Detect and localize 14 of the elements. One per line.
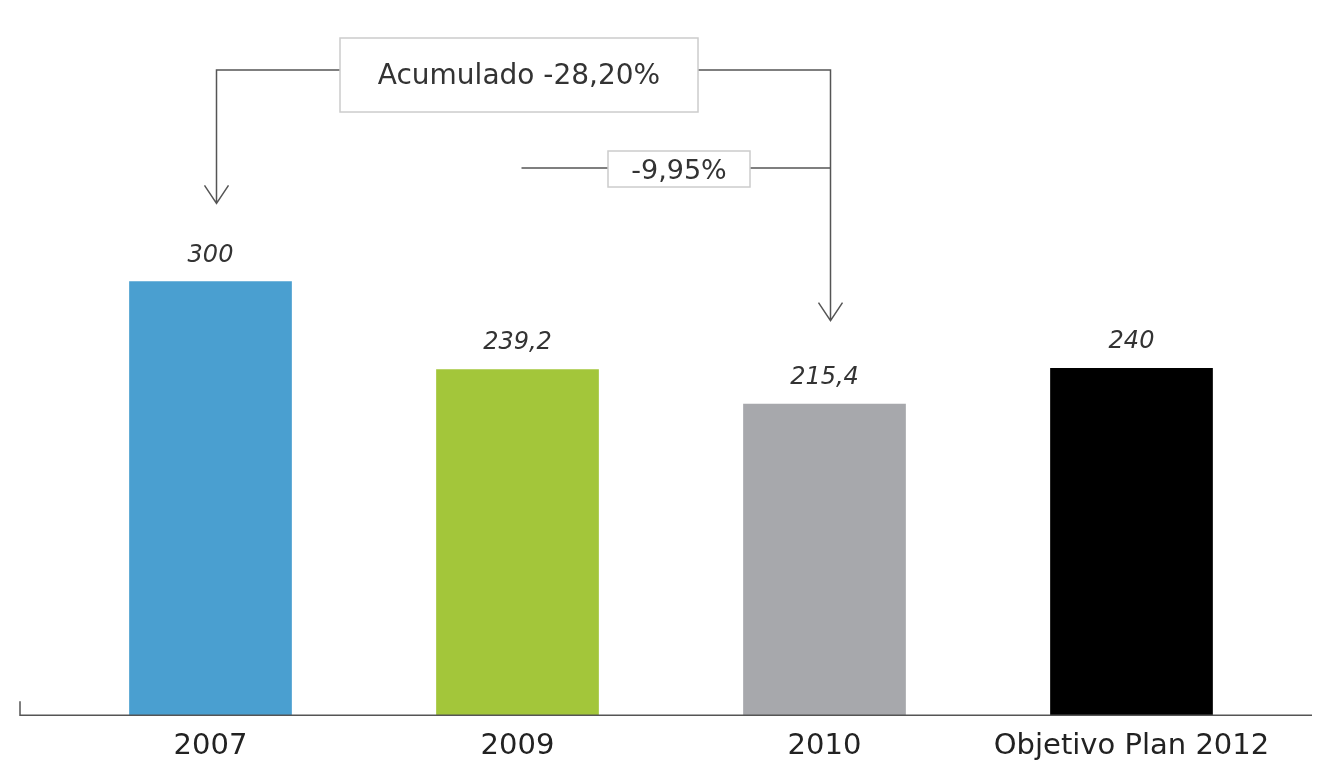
data-label: 239,2 (483, 327, 552, 356)
bar (129, 281, 292, 716)
data-label: 300 (187, 239, 234, 268)
x-tick-label: Objetivo Plan 2012 (993, 727, 1270, 762)
bar (743, 403, 906, 716)
data-label: 215,4 (790, 361, 859, 390)
x-tick-label: 2009 (480, 727, 555, 762)
data-label: 240 (1108, 326, 1155, 355)
x-tick-label: 2010 (787, 727, 862, 762)
bar (1050, 368, 1213, 716)
x-tick-label: 2007 (173, 727, 248, 762)
text: -9,95% (631, 154, 727, 185)
text: Acumulado -28,20% (377, 58, 661, 91)
bar (436, 369, 599, 716)
